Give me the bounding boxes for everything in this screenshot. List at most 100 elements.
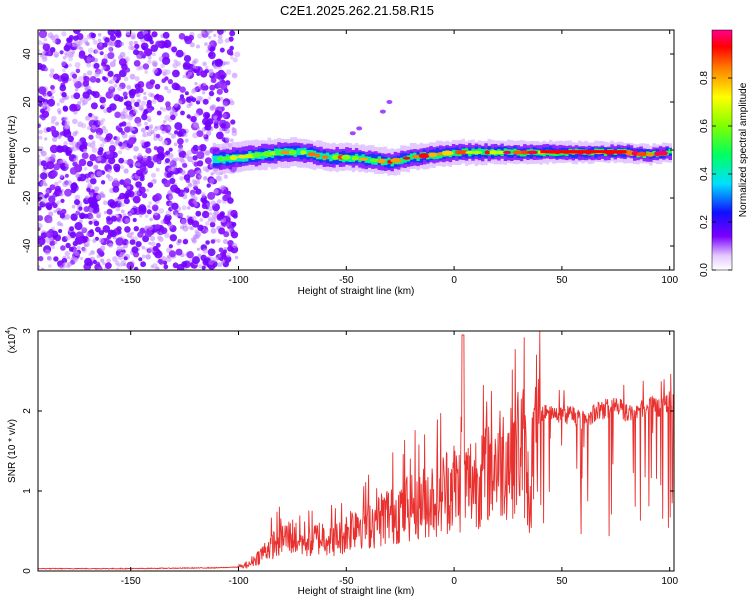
- noise-speckle: [125, 30, 131, 35]
- noise-speckle: [186, 215, 190, 219]
- noise-speckle: [130, 98, 136, 104]
- noise-speckle: [99, 96, 106, 104]
- noise-speckle: [78, 206, 83, 211]
- ridge-peak: [351, 155, 359, 161]
- noise-speckle: [175, 248, 183, 256]
- noise-speckle: [102, 139, 107, 144]
- noise-speckle: [180, 169, 186, 175]
- noise-speckle: [123, 76, 129, 82]
- noise-speckle: [149, 217, 153, 222]
- noise-speckle: [75, 237, 84, 245]
- noise-speckle: [141, 254, 146, 259]
- snr-x-tick-label: -150: [121, 576, 141, 587]
- noise-speckle: [227, 245, 234, 252]
- noise-speckle: [116, 217, 121, 222]
- colorbar: 0.0 0.2 0.4 0.6 0.8 Normalized spectral ampl…: [699, 29, 749, 277]
- noise-speckle: [109, 140, 115, 145]
- noise-speckle: [218, 227, 226, 235]
- noise-speckle: [152, 263, 158, 269]
- noise-speckle: [82, 91, 90, 99]
- noise-speckle: [47, 98, 56, 107]
- noise-speckle: [133, 162, 138, 167]
- noise-speckle: [197, 253, 202, 258]
- noise-speckle: [88, 252, 92, 256]
- noise-speckle: [48, 195, 56, 203]
- noise-speckle: [42, 50, 47, 54]
- spectrogram-x-tick-label: -50: [339, 275, 354, 286]
- noise-speckle: [164, 86, 169, 91]
- noise-speckle: [188, 102, 193, 106]
- noise-speckle: [186, 251, 194, 259]
- noise-speckle: [114, 39, 123, 48]
- noise-speckle: [40, 97, 45, 103]
- noise-speckle: [207, 96, 212, 100]
- noise-speckle: [68, 35, 74, 40]
- noise-speckle: [84, 257, 93, 266]
- noise-speckle: [147, 59, 152, 64]
- noise-speckle: [83, 167, 88, 171]
- noise-speckle: [98, 237, 105, 244]
- noise-speckle: [95, 78, 101, 83]
- noise-speckle: [219, 96, 224, 101]
- noise-speckle: [167, 131, 172, 136]
- noise-speckle: [167, 126, 172, 131]
- noise-speckle: [201, 194, 206, 199]
- noise-speckle: [213, 256, 219, 263]
- noise-speckle: [134, 101, 140, 108]
- ridge-cell: [367, 156, 372, 164]
- noise-speckle: [66, 180, 73, 186]
- noise-speckle: [177, 100, 183, 105]
- noise-speckle: [39, 172, 48, 180]
- noise-speckle: [167, 190, 173, 196]
- noise-speckle: [108, 46, 113, 52]
- ridge-peak: [457, 150, 470, 155]
- noise-speckle: [96, 254, 101, 259]
- noise-speckle: [190, 116, 197, 123]
- noise-speckle: [229, 51, 234, 56]
- noise-speckle: [58, 229, 63, 233]
- noise-speckle: [53, 240, 58, 245]
- noise-speckle: [103, 200, 108, 205]
- noise-speckle: [171, 82, 180, 91]
- noise-speckle: [182, 61, 191, 70]
- noise-speckle: [223, 231, 230, 238]
- noise-speckle: [101, 65, 107, 71]
- ridge-peak: [359, 157, 369, 161]
- noise-speckle: [53, 256, 59, 262]
- noise-speckle: [209, 84, 216, 91]
- noise-speckle: [216, 88, 223, 95]
- noise-speckle: [201, 210, 210, 219]
- noise-speckle: [64, 188, 72, 197]
- noise-speckle: [62, 261, 69, 268]
- noise-speckle: [138, 172, 143, 177]
- noise-speckle: [182, 75, 186, 79]
- noise-speckle: [181, 205, 187, 211]
- noise-speckle: [121, 209, 125, 214]
- noise-speckle: [204, 150, 211, 156]
- noise-speckle: [38, 158, 42, 164]
- noise-speckle: [149, 79, 156, 85]
- noise-speckle: [64, 173, 69, 178]
- ridge-peak: [377, 158, 386, 164]
- noise-speckle: [150, 44, 158, 52]
- noise-speckle: [219, 257, 224, 261]
- noise-speckle: [151, 99, 157, 104]
- noise-speckle: [105, 262, 112, 269]
- noise-speckle: [205, 240, 210, 245]
- ridge-peak: [521, 150, 529, 155]
- noise-speckle: [119, 41, 125, 47]
- noise-speckle: [86, 70, 93, 76]
- noise-speckle: [38, 194, 44, 200]
- noise-speckle: [50, 245, 56, 250]
- noise-speckle: [119, 179, 125, 185]
- noise-speckle: [38, 174, 41, 178]
- noise-speckle: [139, 214, 143, 218]
- noise-speckle: [207, 218, 211, 223]
- noise-speckle: [42, 43, 51, 51]
- noise-speckle: [166, 89, 172, 94]
- noise-speckle: [65, 124, 70, 130]
- noise-speckle: [152, 246, 159, 252]
- noise-speckle: [147, 204, 151, 209]
- noise-speckle: [102, 128, 108, 134]
- noise-speckle: [149, 40, 154, 45]
